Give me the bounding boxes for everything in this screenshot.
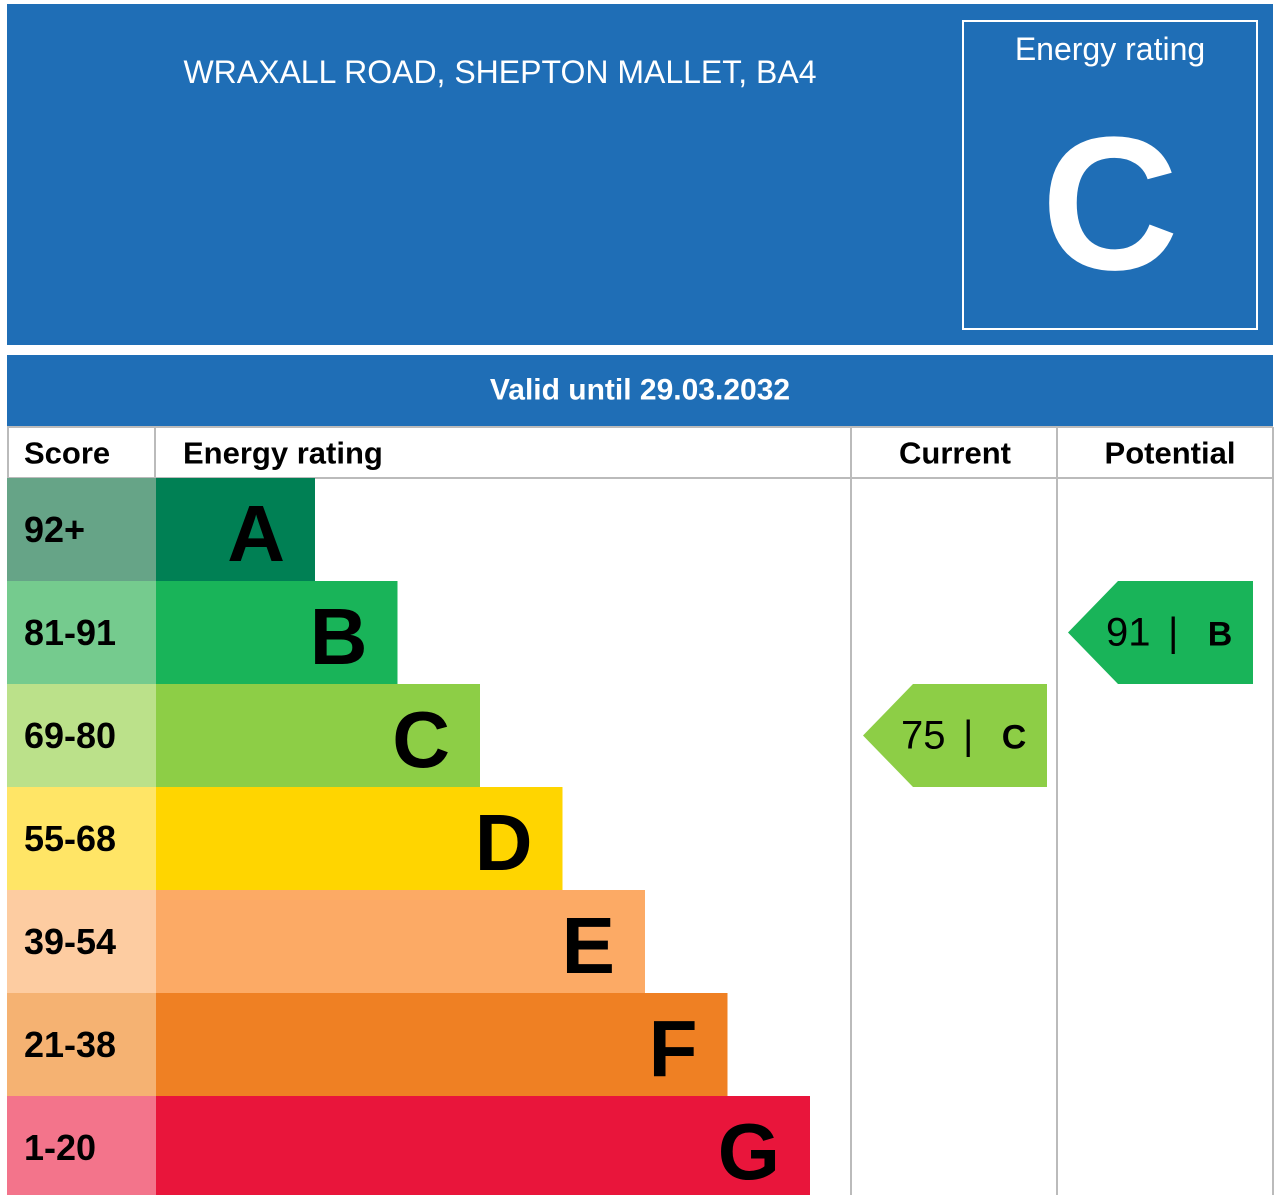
column-header: Current: [899, 436, 1011, 471]
score-cell: [7, 478, 156, 581]
score-range: 55-68: [24, 818, 116, 859]
band-bar: [156, 890, 645, 993]
current-rating: C: [1002, 719, 1027, 757]
band-bar: [156, 993, 728, 1096]
valid-bar: [7, 355, 1273, 426]
band-letter: A: [227, 489, 285, 578]
band-bar: [156, 787, 563, 890]
band-letter: F: [649, 1004, 698, 1093]
rating-letter: C: [1041, 98, 1178, 310]
rating-box: [962, 20, 1258, 330]
band-letter: E: [562, 901, 615, 990]
separator: |: [963, 714, 973, 758]
valid-until: Valid until 29.03.2032: [490, 374, 790, 407]
score-range: 1-20: [24, 1127, 96, 1168]
band-bar: [156, 1096, 810, 1195]
rating-label: Energy rating: [1015, 31, 1205, 67]
band-bar: [156, 581, 398, 684]
column-header: Energy rating: [183, 436, 383, 471]
potential-score: 91: [1106, 611, 1151, 655]
band-bar: [156, 478, 315, 581]
current-arrow: [863, 684, 1047, 787]
column-header: Score: [24, 436, 110, 471]
score-cell: [7, 684, 156, 787]
score-range: 39-54: [24, 921, 116, 962]
header-panel: [7, 4, 1273, 345]
column-header: Potential: [1105, 436, 1236, 471]
potential-rating: B: [1208, 616, 1233, 654]
score-range: 81-91: [24, 612, 116, 653]
score-range: 92+: [24, 509, 85, 550]
score-cell: [7, 581, 156, 684]
band-letter: D: [475, 798, 533, 887]
score-cell: [7, 1096, 156, 1195]
potential-arrow: [1068, 581, 1253, 684]
current-score: 75: [901, 714, 946, 758]
band-letter: G: [718, 1107, 780, 1195]
address: WRAXALL ROAD, SHEPTON MALLET, BA4: [183, 54, 816, 90]
score-range: 21-38: [24, 1024, 116, 1065]
band-letter: C: [392, 695, 450, 784]
separator: |: [1168, 611, 1178, 655]
band-bar: [156, 684, 480, 787]
score-cell: [7, 890, 156, 993]
score-range: 69-80: [24, 715, 116, 756]
score-cell: [7, 993, 156, 1096]
score-cell: [7, 787, 156, 890]
band-letter: B: [310, 592, 368, 681]
